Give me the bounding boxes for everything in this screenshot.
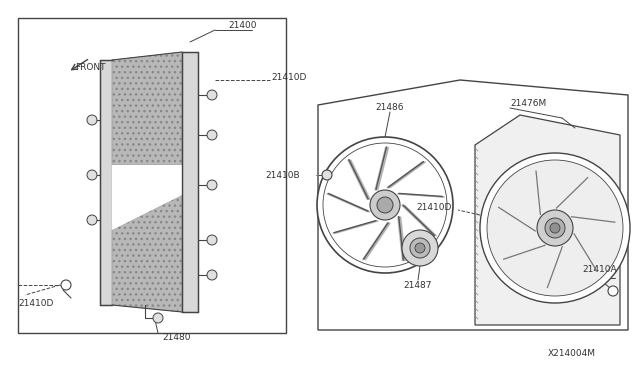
Circle shape: [377, 197, 393, 213]
Text: 21487: 21487: [403, 280, 431, 289]
Circle shape: [480, 153, 630, 303]
Circle shape: [87, 115, 97, 125]
Circle shape: [322, 170, 332, 180]
Circle shape: [370, 190, 400, 220]
Polygon shape: [112, 195, 182, 312]
Text: 21400: 21400: [228, 22, 257, 31]
Circle shape: [550, 223, 560, 233]
Polygon shape: [182, 52, 198, 312]
Circle shape: [207, 235, 217, 245]
Text: FRONT: FRONT: [75, 64, 106, 73]
Circle shape: [61, 280, 71, 290]
Text: 21476M: 21476M: [510, 99, 547, 109]
Text: 21410A: 21410A: [582, 266, 616, 275]
Circle shape: [207, 270, 217, 280]
Bar: [18, 18, 286, 333]
Circle shape: [402, 230, 438, 266]
Circle shape: [545, 218, 565, 238]
Polygon shape: [100, 60, 112, 305]
Circle shape: [153, 313, 163, 323]
Text: 21410D: 21410D: [271, 74, 307, 83]
Polygon shape: [112, 165, 182, 230]
Text: 21410B: 21410B: [266, 170, 300, 180]
Circle shape: [207, 180, 217, 190]
Circle shape: [317, 137, 453, 273]
Text: 21410D: 21410D: [18, 298, 53, 308]
Circle shape: [87, 215, 97, 225]
Circle shape: [415, 243, 425, 253]
Circle shape: [207, 90, 217, 100]
Polygon shape: [475, 115, 620, 325]
Circle shape: [410, 238, 430, 258]
Circle shape: [207, 130, 217, 140]
Polygon shape: [318, 80, 628, 330]
Circle shape: [537, 210, 573, 246]
Text: 21486: 21486: [375, 103, 403, 112]
Text: 21480: 21480: [162, 334, 191, 343]
Circle shape: [487, 160, 623, 296]
Polygon shape: [112, 52, 182, 165]
Text: X214004M: X214004M: [548, 350, 596, 359]
Circle shape: [608, 286, 618, 296]
Text: 21410D: 21410D: [417, 202, 452, 212]
Circle shape: [87, 170, 97, 180]
